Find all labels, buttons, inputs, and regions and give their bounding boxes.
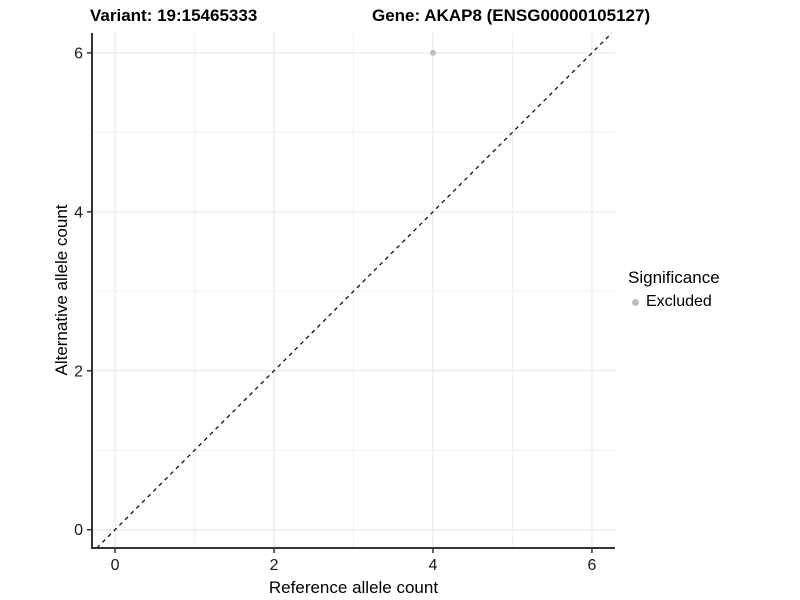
legend-title: Significance — [628, 268, 720, 287]
y-tick-label: 2 — [74, 363, 83, 380]
legend-entry-label: Excluded — [646, 293, 712, 310]
legend-point-marker-icon — [632, 298, 639, 306]
x-tick-label: 0 — [111, 557, 120, 574]
plot-title-gene: Gene: AKAP8 (ENSG00000105127) — [372, 6, 651, 25]
x-tick-label: 2 — [270, 557, 279, 574]
y-tick-label: 4 — [74, 204, 83, 221]
data-point-excluded — [429, 49, 436, 56]
x-axis-title: Reference allele count — [268, 578, 439, 597]
identity-dashed-line — [96, 32, 613, 549]
y-tick-label: 0 — [74, 522, 83, 539]
legend: Significance Excluded — [628, 268, 720, 311]
plot-title-variant: Variant: 19:15465333 — [90, 6, 258, 25]
legend-entry-excluded: Excluded — [628, 293, 720, 311]
x-tick-label: 4 — [429, 557, 438, 574]
y-tick-label: 6 — [74, 45, 83, 62]
x-tick-label: 6 — [587, 557, 596, 574]
y-axis-title: Alternative allele count — [52, 204, 71, 376]
